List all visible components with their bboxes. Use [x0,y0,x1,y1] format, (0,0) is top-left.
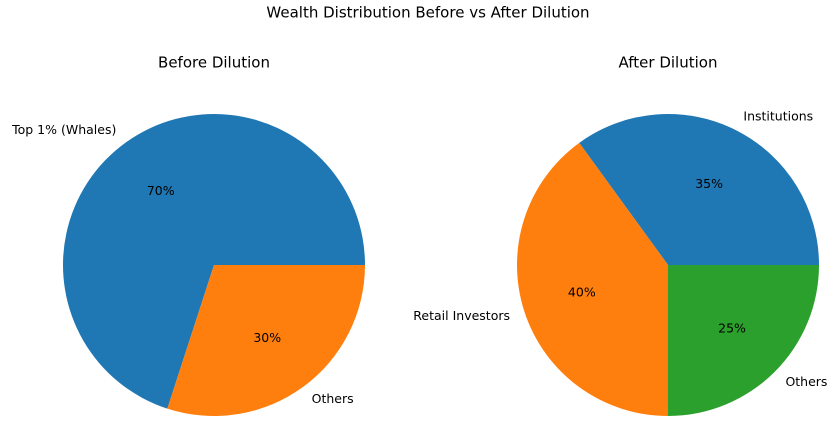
slice-label: Institutions [743,109,813,124]
slice-label: Others [785,374,827,389]
slice-label: Others [312,391,354,406]
value-label: 25% [718,321,746,336]
pie-wedge [167,265,365,416]
value-label: 40% [568,284,596,299]
figure-title: Wealth Distribution Before vs After Dilu… [266,4,589,22]
chart-title: Before Dilution [158,54,270,72]
pie-wedge [62,114,366,409]
pie-wedge [668,265,819,416]
pie-wedge [579,114,819,265]
chart-title: After Dilution [619,54,718,72]
pie-wedge [517,142,668,416]
slice-label: Top 1% (Whales) [11,122,116,137]
value-label: 35% [695,176,723,191]
value-label: 30% [253,330,281,345]
slice-label: Retail Investors [413,308,510,323]
value-label: 70% [147,183,175,198]
